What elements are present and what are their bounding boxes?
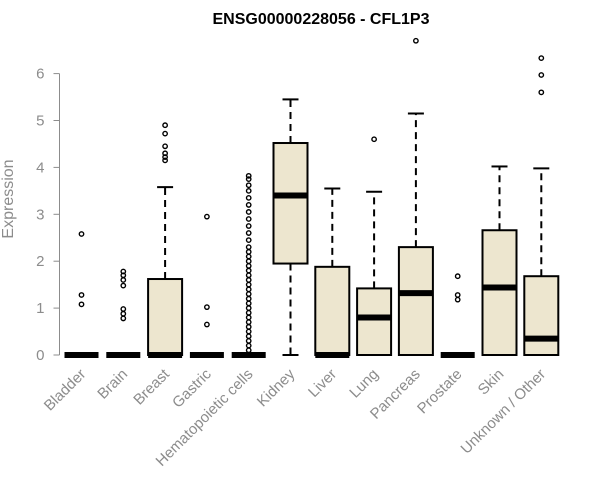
outlier-point <box>454 292 461 298</box>
outlier-point <box>454 296 461 303</box>
outlier-point <box>245 281 252 288</box>
y-tick-label: 5 <box>36 113 44 130</box>
outlier-point <box>245 286 252 293</box>
y-axis-label: Expression <box>0 159 17 238</box>
box-liver <box>314 187 351 358</box>
box-body <box>356 287 393 357</box>
outlier-point <box>245 305 252 311</box>
outlier-point <box>245 244 252 251</box>
y-tick-label: 4 <box>36 159 44 176</box>
box-body <box>314 265 351 356</box>
outlier-point <box>203 213 210 220</box>
outlier-point <box>245 209 252 215</box>
box-body <box>481 229 518 356</box>
outlier-point <box>245 300 252 307</box>
box-brain <box>106 268 141 358</box>
outlier-point <box>245 319 252 326</box>
x-tick-label: Prostate <box>414 366 466 418</box>
outlier-point <box>538 72 545 78</box>
outlier-point <box>120 306 127 312</box>
box-lung <box>356 136 393 357</box>
plot-area <box>64 37 560 358</box>
outlier-point <box>245 277 252 283</box>
outlier-point <box>162 150 169 157</box>
x-tick-label: Brain <box>94 366 131 403</box>
outlier-point <box>245 347 252 354</box>
outlier-point <box>78 231 85 237</box>
x-tick-label: Lung <box>346 366 382 402</box>
outlier-point <box>120 268 127 275</box>
x-tick-label: Bladder <box>41 366 90 415</box>
y-tick-label: 1 <box>36 300 44 317</box>
outlier-point <box>120 315 127 322</box>
outlier-point <box>245 202 252 208</box>
box-breast <box>147 122 184 358</box>
x-tick-label: Skin <box>475 366 508 399</box>
outlier-point <box>245 309 252 316</box>
outlier-point <box>162 143 169 150</box>
outlier-point <box>203 321 210 328</box>
box-body <box>523 275 560 357</box>
box-hematopoietic-cells <box>231 172 266 358</box>
outlier-point <box>245 253 252 260</box>
outlier-point <box>245 342 252 349</box>
outlier-point <box>245 323 252 330</box>
outlier-point <box>245 328 252 335</box>
outlier-point <box>245 237 252 243</box>
box-body <box>397 246 434 357</box>
box-bladder <box>64 231 99 358</box>
outlier-point <box>245 262 252 269</box>
x-tick-label: Breast <box>130 365 173 408</box>
outlier-point <box>245 182 252 189</box>
outlier-point <box>162 122 169 129</box>
y-tick-label: 3 <box>36 206 44 223</box>
outlier-point <box>245 258 252 265</box>
chart-title: ENSG00000228056 - CFL1P3 <box>212 11 429 28</box>
y-tick-label: 6 <box>36 66 44 83</box>
box-unknown-other <box>523 55 560 357</box>
outlier-point <box>245 267 252 274</box>
outlier-point <box>245 338 252 344</box>
outlier-point <box>120 277 127 283</box>
outlier-point <box>538 55 545 62</box>
outlier-point <box>454 273 461 280</box>
outlier-point <box>245 291 252 297</box>
outlier-point <box>245 230 252 236</box>
box-body <box>272 142 309 265</box>
outlier-point <box>245 223 252 229</box>
outlier-point <box>120 310 127 317</box>
box-pancreas <box>397 37 434 357</box>
outlier-point <box>245 216 252 222</box>
outlier-point <box>245 248 252 255</box>
y-axis: 0 1 2 3 4 5 6 <box>36 66 60 364</box>
box-body <box>147 278 184 356</box>
outlier-point <box>78 301 85 308</box>
x-tick-label: Kidney <box>254 365 299 410</box>
outlier-point <box>203 304 210 311</box>
outlier-point <box>245 272 252 279</box>
box-kidney <box>272 98 309 356</box>
outlier-point <box>245 333 252 340</box>
outlier-point <box>245 194 252 201</box>
y-tick-label: 0 <box>36 347 44 364</box>
outlier-point <box>120 282 127 289</box>
outlier-point <box>245 295 252 302</box>
outlier-point <box>78 292 85 298</box>
outlier-point <box>412 37 419 44</box>
outlier-point <box>371 136 377 143</box>
outlier-point <box>245 314 252 321</box>
y-tick-label: 2 <box>36 253 44 270</box>
outlier-point <box>245 172 252 179</box>
outlier-point <box>162 130 169 137</box>
outlier-point <box>162 157 169 164</box>
outlier-point <box>245 176 252 183</box>
box-prostate <box>440 273 475 358</box>
outlier-point <box>245 187 252 194</box>
box-skin <box>481 165 518 356</box>
box-gastric <box>189 213 224 358</box>
x-tick-label: Liver <box>305 366 340 401</box>
outlier-point <box>538 89 545 96</box>
